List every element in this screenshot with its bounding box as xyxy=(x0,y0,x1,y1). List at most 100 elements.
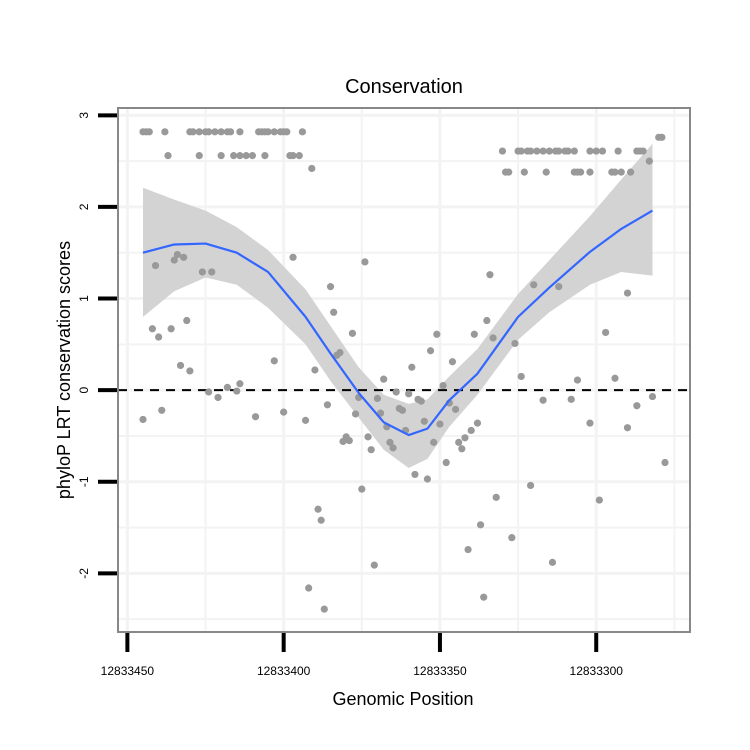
data-point xyxy=(151,261,160,270)
data-point xyxy=(389,444,397,452)
data-point xyxy=(526,147,535,155)
data-point xyxy=(545,147,553,155)
y-tick-label: -1 xyxy=(77,476,91,487)
data-point xyxy=(373,394,382,402)
data-point xyxy=(364,433,372,441)
y-tick-label: 1 xyxy=(77,295,91,302)
data-point xyxy=(217,152,225,160)
data-point xyxy=(298,128,307,136)
data-point xyxy=(305,584,313,592)
data-point xyxy=(270,128,278,136)
data-point xyxy=(508,534,516,542)
data-point xyxy=(367,446,375,454)
data-point xyxy=(223,383,231,392)
y-tick-label: 3 xyxy=(77,112,91,119)
data-point xyxy=(520,168,528,176)
data-point xyxy=(405,390,413,398)
data-point xyxy=(386,438,394,446)
data-point xyxy=(205,128,213,136)
data-point xyxy=(433,330,441,338)
data-point xyxy=(289,253,297,261)
data-point xyxy=(333,351,341,359)
data-point xyxy=(270,357,278,365)
data-point xyxy=(195,128,203,136)
data-point xyxy=(539,147,547,155)
data-point xyxy=(351,410,360,418)
data-point xyxy=(155,333,163,341)
data-point xyxy=(439,381,447,390)
data-point xyxy=(170,256,178,264)
x-tick-label: 12833400 xyxy=(257,664,311,678)
data-point xyxy=(567,395,575,403)
data-point xyxy=(623,424,632,432)
data-point xyxy=(623,289,632,297)
data-point xyxy=(464,545,472,554)
data-point xyxy=(480,593,488,601)
data-point xyxy=(236,380,244,388)
y-tick-label: -2 xyxy=(77,568,91,579)
data-point xyxy=(486,271,494,279)
data-point xyxy=(358,485,366,493)
data-point xyxy=(289,152,297,160)
data-point xyxy=(617,168,625,176)
data-point xyxy=(408,363,416,371)
plot-panel xyxy=(118,108,690,632)
data-point xyxy=(158,406,166,414)
data-point xyxy=(311,366,319,374)
data-point xyxy=(614,147,622,155)
data-point xyxy=(211,128,219,136)
data-point xyxy=(226,128,235,136)
data-point xyxy=(586,168,594,176)
data-point xyxy=(639,147,647,155)
data-point xyxy=(542,168,550,176)
data-point xyxy=(251,413,260,421)
data-point xyxy=(164,152,172,160)
data-point xyxy=(451,405,460,413)
data-point xyxy=(455,438,463,446)
data-point xyxy=(498,147,507,155)
data-point xyxy=(248,152,257,160)
data-point xyxy=(483,316,491,325)
data-point xyxy=(586,419,594,427)
data-points xyxy=(139,128,669,613)
data-point xyxy=(505,168,513,176)
data-point xyxy=(283,128,291,136)
data-point xyxy=(436,420,444,428)
data-point xyxy=(195,152,203,160)
data-point xyxy=(592,147,600,155)
data-point xyxy=(517,372,525,381)
data-point xyxy=(198,268,206,276)
data-point xyxy=(161,128,169,136)
x-axis-label: Genomic Position xyxy=(332,689,473,709)
loess-smooth-line xyxy=(142,209,654,437)
data-point xyxy=(392,388,400,396)
data-point xyxy=(280,408,288,416)
data-point xyxy=(139,415,147,424)
data-point xyxy=(633,402,641,410)
data-point xyxy=(573,376,582,384)
data-point xyxy=(448,358,457,366)
axes: 3 2 1 0 -1 -2 12833450 12833400 12833350 12833300 xyxy=(77,112,623,678)
y-axis-label: phyloP LRT conservation scores xyxy=(54,241,74,499)
data-point xyxy=(183,316,191,325)
data-point xyxy=(217,128,225,136)
x-tick-label: 12833450 xyxy=(101,664,155,678)
data-point xyxy=(602,328,610,337)
data-point xyxy=(189,128,197,136)
y-tick-label: 0 xyxy=(77,386,91,393)
data-point xyxy=(577,168,585,176)
data-point xyxy=(173,250,181,259)
data-point xyxy=(167,325,175,333)
smooth-line xyxy=(142,209,654,437)
data-point xyxy=(264,128,272,136)
data-point xyxy=(308,164,316,173)
data-point xyxy=(205,388,213,396)
data-point xyxy=(230,152,238,160)
y-tick-label: 2 xyxy=(77,203,91,210)
confidence-band-area xyxy=(143,143,653,469)
data-point xyxy=(214,393,222,402)
data-point xyxy=(330,308,338,316)
data-point xyxy=(470,330,478,338)
data-point xyxy=(611,374,619,382)
